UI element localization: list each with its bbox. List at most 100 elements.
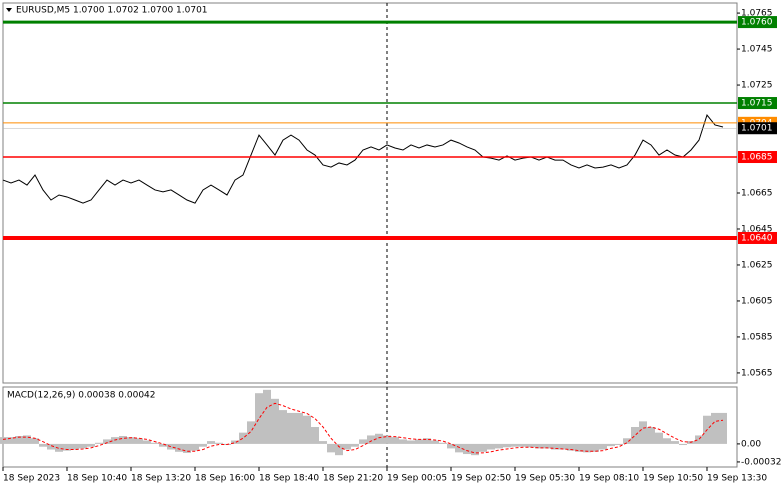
symbol-menu-icon[interactable] (6, 8, 12, 12)
level-label-box (738, 122, 777, 135)
macd-bar (287, 412, 295, 444)
macd-bar (111, 437, 119, 444)
price-line (2, 114, 724, 204)
level-label-box (738, 231, 777, 244)
macd-bar (519, 443, 527, 447)
macd-bar (599, 443, 607, 450)
macd-bar (391, 437, 399, 444)
x-tick-label: 18 Sep 10:40 (67, 474, 127, 484)
level-label: 1.0701 (741, 124, 773, 134)
x-tick-label: 19 Sep 05:30 (515, 474, 575, 484)
macd-bar (647, 427, 655, 444)
macd-bar (303, 415, 311, 444)
x-tick-label: 18 Sep 2023 (3, 474, 60, 484)
macd-bar (487, 443, 495, 450)
macd-bar (631, 427, 639, 444)
macd-bar (127, 437, 135, 444)
macd-bar (151, 442, 159, 444)
macd-bar (575, 443, 583, 452)
macd-bar (71, 443, 79, 450)
macd-bar (719, 412, 727, 444)
macd-bar (103, 439, 111, 444)
macd-bar (295, 412, 303, 444)
macd-bar (335, 443, 343, 456)
macd-bar (591, 443, 599, 452)
macd-bar (567, 443, 575, 451)
macd-bar (503, 443, 511, 448)
macd-bar (119, 436, 127, 444)
macd-bar (167, 443, 175, 450)
macd-bar (479, 443, 487, 452)
macd-bar (239, 432, 247, 444)
x-tick-label: 19 Sep 02:50 (451, 474, 511, 484)
macd-bar (423, 438, 431, 444)
macd-bar (199, 443, 207, 447)
macd-bar (463, 443, 471, 455)
macd-bar (615, 443, 623, 446)
macd-bar (351, 443, 359, 447)
y-tick-label: 1.0565 (741, 368, 773, 378)
macd-bar (55, 443, 63, 452)
macd-bar (447, 443, 455, 449)
macd-bar (271, 398, 279, 444)
macd-bar (415, 439, 423, 444)
macd-bar (87, 443, 95, 447)
macd-bar (407, 440, 415, 444)
macd-panel (2, 386, 738, 468)
level-label-box (738, 16, 777, 29)
macd-bar (0, 437, 7, 444)
macd-bar (215, 442, 223, 444)
macd-bar (535, 443, 543, 449)
x-tick-label: 19 Sep 10:50 (643, 474, 703, 484)
y-tick-label: 1.0645 (741, 224, 773, 234)
macd-bar (511, 443, 519, 447)
macd-bar (319, 441, 327, 444)
macd-bar (607, 443, 615, 447)
macd-bar (431, 440, 439, 444)
macd-bar (455, 443, 463, 453)
macd-bar (79, 443, 87, 449)
macd-bar (207, 441, 215, 444)
macd-bar (311, 427, 319, 444)
x-tick-label: 18 Sep 18:40 (259, 474, 319, 484)
macd-bar (135, 438, 143, 444)
x-tick-label: 18 Sep 16:00 (195, 474, 255, 484)
chart-title: EURUSD,M5 1.0700 1.0702 1.0700 1.0701 (16, 6, 208, 16)
x-tick-label: 19 Sep 00:05 (387, 474, 447, 484)
macd-bar (679, 443, 687, 446)
macd-bar (327, 443, 335, 453)
macd-bar (359, 439, 367, 444)
macd-bar (399, 439, 407, 444)
macd-bar (527, 443, 535, 448)
level-label-box (738, 97, 777, 110)
macd-bar (7, 437, 15, 444)
macd-bar (375, 433, 383, 444)
y-tick-label: 1.0585 (741, 332, 773, 342)
macd-bar (159, 443, 167, 447)
macd-bar (255, 393, 263, 444)
macd-bar (383, 435, 391, 444)
macd-bar (63, 443, 71, 451)
y-tick-label: -0.00032 (741, 457, 781, 467)
macd-bar (551, 443, 559, 450)
macd-bar (343, 443, 351, 450)
macd-bar (471, 443, 479, 456)
macd-bar (47, 443, 55, 450)
macd-bar (143, 440, 151, 444)
macd-bar (23, 435, 31, 444)
macd-bar (663, 438, 671, 444)
level-label: 1.0715 (741, 99, 773, 109)
level-label-box (738, 151, 777, 164)
macd-bar (495, 443, 503, 449)
macd-bar (583, 443, 591, 453)
macd-bar (439, 442, 447, 444)
y-tick-label: 1.0725 (741, 81, 773, 91)
x-tick-label: 18 Sep 21:20 (323, 474, 383, 484)
y-tick-label: 0.00 (741, 439, 761, 449)
y-tick-label: 1.0625 (741, 260, 773, 270)
x-tick-label: 19 Sep 08:10 (579, 474, 639, 484)
level-label: 1.0640 (741, 233, 773, 243)
macd-bar (39, 443, 47, 447)
